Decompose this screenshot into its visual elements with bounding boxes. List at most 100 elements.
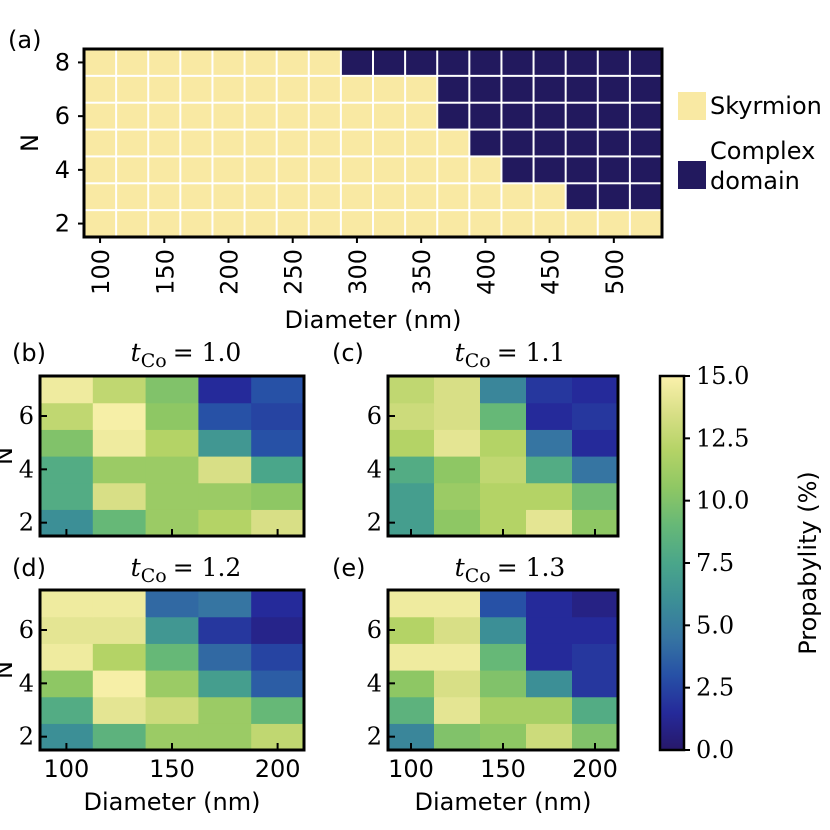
heatmap-cell <box>374 211 405 236</box>
heatmap-cell <box>145 670 199 698</box>
heatmap-cell <box>198 643 252 671</box>
heatmap-cell <box>40 482 94 510</box>
x-tick-label: 150 <box>149 755 195 783</box>
heatmap-cell <box>388 696 435 724</box>
heatmap-cell <box>406 50 437 75</box>
heatmap-cell <box>181 76 212 102</box>
heatmap-cell <box>309 211 340 236</box>
heatmap-cell <box>277 103 308 129</box>
heatmap-cell <box>630 50 661 75</box>
heatmap-cell <box>526 509 573 537</box>
y-tick-label: 2 <box>367 723 382 751</box>
heatmap-cell <box>470 157 501 183</box>
heatmap-cell <box>630 103 661 129</box>
heatmap-cell <box>117 130 148 156</box>
heatmap-cell <box>434 402 481 430</box>
panel-label: (c) <box>332 339 364 367</box>
heatmap-cell <box>277 50 308 75</box>
y-axis-label: N <box>0 661 18 679</box>
heatmap-cell <box>149 130 180 156</box>
heatmap-cell <box>92 482 147 510</box>
heatmap-cell <box>438 50 469 75</box>
x-tick-label: 100 <box>87 249 115 295</box>
heatmap-cell <box>213 103 244 129</box>
title-value: = 1.3 <box>497 553 566 582</box>
heatmap-cell <box>92 456 147 484</box>
y-tick-label: 6 <box>367 402 382 430</box>
title-subscript: Co <box>465 350 491 372</box>
heatmap-cell <box>40 643 94 671</box>
heatmap-cell <box>181 211 212 236</box>
heatmap-cell <box>213 157 244 183</box>
heatmap-cell <box>480 616 527 644</box>
heatmap-cell <box>572 429 619 457</box>
heatmap-cell <box>526 456 573 484</box>
heatmap-cell <box>388 643 435 671</box>
y-tick-label: 2 <box>19 509 34 537</box>
heatmap-cell <box>245 130 276 156</box>
panel-a: (a) 2 4 6 8 N 100 150 200 250 300 350 400 450 500 Diame… <box>8 26 822 334</box>
heatmap-cell <box>434 376 481 404</box>
heatmap-cell <box>566 76 597 102</box>
heatmap-cell <box>245 103 276 129</box>
heatmap-cell <box>92 376 147 404</box>
heatmap-cell <box>145 590 199 618</box>
heatmap-cell <box>198 509 252 537</box>
heatmap-cell <box>309 184 340 210</box>
heatmap-cell <box>85 184 116 210</box>
heatmap-cell <box>434 616 481 644</box>
legend-label: domain <box>710 167 800 195</box>
heatmap-cell <box>572 616 619 644</box>
heatmap-cell <box>117 184 148 210</box>
heatmap-cell <box>434 670 481 698</box>
heatmap-cell <box>40 670 94 698</box>
heatmap-cell <box>434 456 481 484</box>
heatmap-cell <box>572 376 619 404</box>
panel-label: (d) <box>12 554 46 582</box>
panel-title: tCo = 1.0 <box>131 338 242 372</box>
heatmap-cell <box>92 696 147 724</box>
heatmap-cell <box>388 376 435 404</box>
heatmap-cell <box>145 696 199 724</box>
heatmap-cell <box>213 130 244 156</box>
heatmap-cell <box>470 103 501 129</box>
panel-label: (e) <box>332 554 366 582</box>
heatmap-cell <box>85 130 116 156</box>
panel-e: (e) tCo = 1.3 2 4 6 100 150 200 Diameter (nm) <box>332 553 620 816</box>
heatmap-cell <box>374 50 405 75</box>
heatmap-cell <box>198 696 252 724</box>
y-tick-label: 8 <box>55 48 70 76</box>
heatmap-cell <box>534 76 565 102</box>
heatmap-cell <box>566 103 597 129</box>
title-subscript: Co <box>141 350 167 372</box>
heatmap-cell <box>526 482 573 510</box>
heatmap-cell <box>480 402 527 430</box>
heatmap-cell <box>85 157 116 183</box>
heatmap-cell <box>480 376 527 404</box>
y-tick-label: 6 <box>55 102 70 130</box>
panel-title: tCo = 1.1 <box>455 338 566 372</box>
heatmap-cell <box>341 184 372 210</box>
heatmap-cell <box>566 157 597 183</box>
heatmap-cell <box>374 184 405 210</box>
heatmap-cell <box>145 456 199 484</box>
heatmap-cell <box>149 50 180 75</box>
heatmap-cell <box>388 456 435 484</box>
heatmap-cell <box>92 509 147 537</box>
heatmap-cell <box>630 211 661 236</box>
heatmap-cell <box>117 157 148 183</box>
heatmap-cell <box>213 76 244 102</box>
heatmap-cell <box>40 429 94 457</box>
heatmap-cell <box>526 643 573 671</box>
heatmap-cell <box>502 211 533 236</box>
heatmap-cell <box>480 429 527 457</box>
heatmap-cell <box>198 429 252 457</box>
heatmap-cell <box>374 76 405 102</box>
heatmap-cell <box>434 696 481 724</box>
heatmap-cell <box>434 429 481 457</box>
heatmap-cell <box>572 590 619 618</box>
y-tick-label: 6 <box>19 616 34 644</box>
heatmap-cell <box>438 184 469 210</box>
panel-c: (c) tCo = 1.1 2 4 6 <box>332 338 620 538</box>
